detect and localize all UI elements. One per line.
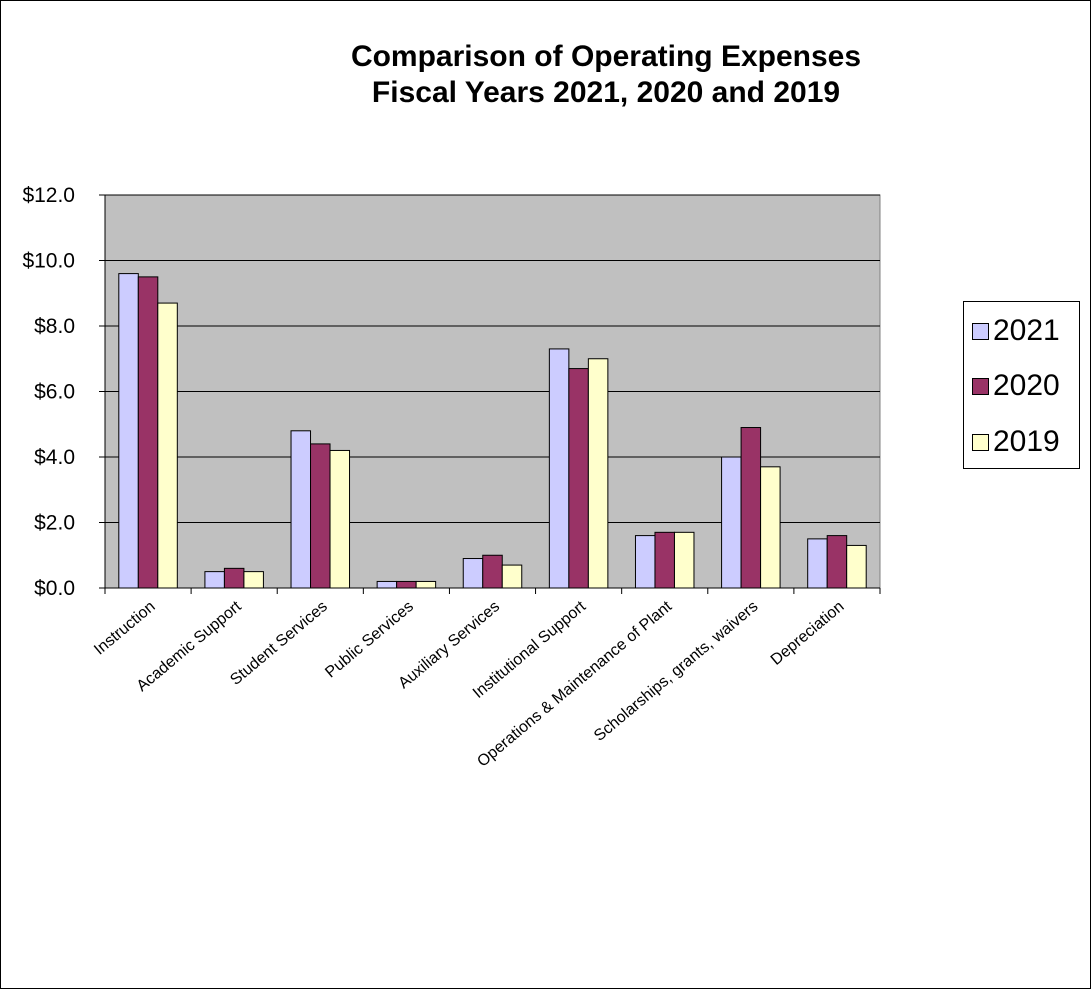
bar-2020-7	[654, 531, 675, 589]
x-tick-label: Operations & Maintenance of Plant	[474, 598, 675, 771]
x-tick-label: Public Services	[322, 598, 417, 681]
legend-item-2021: 2021	[972, 311, 1060, 351]
chart-title: Comparison of Operating Expenses	[350, 40, 862, 73]
legend-label-2021: 2021	[993, 314, 1060, 347]
bar-2020-6	[568, 368, 589, 589]
y-tick-label: $0.0	[34, 577, 75, 600]
bar-2021-5	[462, 558, 484, 589]
legend-label-2019: 2019	[993, 425, 1060, 458]
bar-2019-3	[329, 449, 351, 589]
bar-2021-2	[204, 571, 225, 589]
y-tick-label: $12.0	[22, 184, 75, 207]
chart-subtitle: Fiscal Years 2021, 2020 and 2019	[371, 76, 841, 109]
bar-2020-3	[310, 443, 331, 589]
bar-2021-6	[548, 348, 570, 589]
y-tick-label: $4.0	[34, 446, 75, 469]
legend-item-2019: 2019	[972, 422, 1060, 462]
bar-2021-9	[807, 538, 828, 589]
legend: 2021 2020 2019	[963, 301, 1080, 469]
legend-label-2020: 2020	[993, 369, 1060, 402]
bar-2020-2	[223, 567, 245, 589]
y-tick-label: $2.0	[34, 512, 75, 535]
legend-item-2020: 2020	[972, 366, 1060, 406]
bar-2020-4	[396, 580, 417, 589]
legend-swatch-2021	[972, 322, 989, 340]
bar-2021-4	[376, 580, 398, 589]
bar-2021-8	[721, 456, 742, 589]
bar-2019-9	[846, 544, 867, 589]
bar-2021-7	[634, 535, 656, 589]
x-tick-label: Scholarships, grants, waivers	[591, 598, 761, 745]
legend-swatch-2019	[972, 433, 989, 451]
bar-2020-5	[482, 554, 503, 589]
chart-title-block: Comparison of Operating Expenses Fiscal …	[201, 39, 1011, 111]
bar-2019-2	[243, 571, 264, 589]
bar-2019-6	[587, 358, 609, 589]
bar-2019-8	[760, 466, 781, 589]
bar-2019-7	[673, 531, 695, 589]
bar-2021-1	[118, 273, 139, 589]
bar-2021-3	[290, 430, 312, 589]
x-tick-label: Instruction	[91, 598, 158, 658]
x-tick-label: Depreciation	[768, 598, 848, 669]
bar-2020-1	[137, 276, 159, 589]
y-tick-label: $8.0	[34, 315, 75, 338]
legend-swatch-2020	[972, 377, 989, 395]
bar-2019-4	[415, 580, 437, 589]
y-tick-label: $10.0	[22, 250, 75, 273]
bar-2020-9	[826, 535, 848, 589]
bar-2019-5	[501, 564, 523, 589]
bar-2020-8	[740, 427, 762, 589]
bar-2019-1	[157, 302, 178, 589]
y-tick-label: $6.0	[34, 381, 75, 404]
